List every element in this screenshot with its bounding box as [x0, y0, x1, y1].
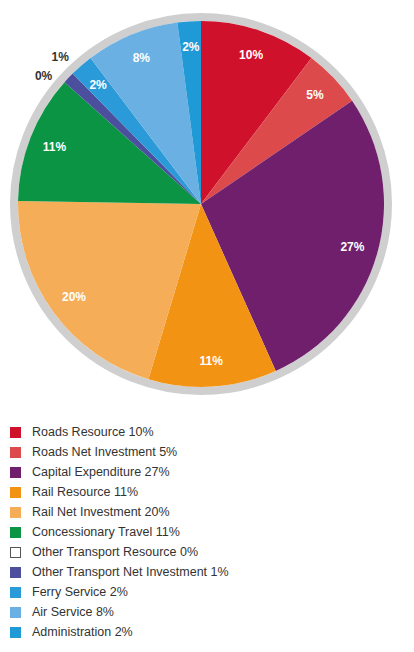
svg-text:2%: 2% [182, 40, 200, 54]
html-text:Capital Expenditure 27%: Capital Expenditure 27% [32, 465, 170, 479]
html-text:Concessionary Travel 11%: Concessionary Travel 11% [32, 525, 180, 539]
svg-text:20%: 20% [62, 290, 86, 304]
svg-text:2%: 2% [89, 78, 107, 92]
html-text:Roads Resource 10%: Roads Resource 10% [32, 425, 154, 439]
svg-text:11%: 11% [200, 354, 224, 368]
html-text:Roads Net Investment 5%: Roads Net Investment 5% [32, 445, 178, 459]
html-text:Air Service 8%: Air Service 8% [32, 605, 114, 619]
svg-text:0%: 0% [35, 69, 53, 83]
html-text:Rail Net Investment 20%: Rail Net Investment 20% [32, 505, 170, 519]
html-text:Ferry Service 2%: Ferry Service 2% [32, 585, 128, 599]
html-text:Administration 2%: Administration 2% [32, 625, 133, 639]
svg-text:5%: 5% [306, 88, 324, 102]
svg-text:10%: 10% [239, 48, 263, 62]
svg-text:11%: 11% [43, 140, 67, 154]
svg-text:27%: 27% [340, 240, 364, 254]
html-text:Rail Resource 11%: Rail Resource 11% [32, 485, 139, 499]
html-text:Other Transport Resource 0%: Other Transport Resource 0% [32, 545, 198, 559]
html-text:Other Transport Net Investment: Other Transport Net Investment 1% [32, 565, 229, 579]
svg-text:8%: 8% [133, 51, 151, 65]
svg-text:1%: 1% [52, 50, 70, 64]
